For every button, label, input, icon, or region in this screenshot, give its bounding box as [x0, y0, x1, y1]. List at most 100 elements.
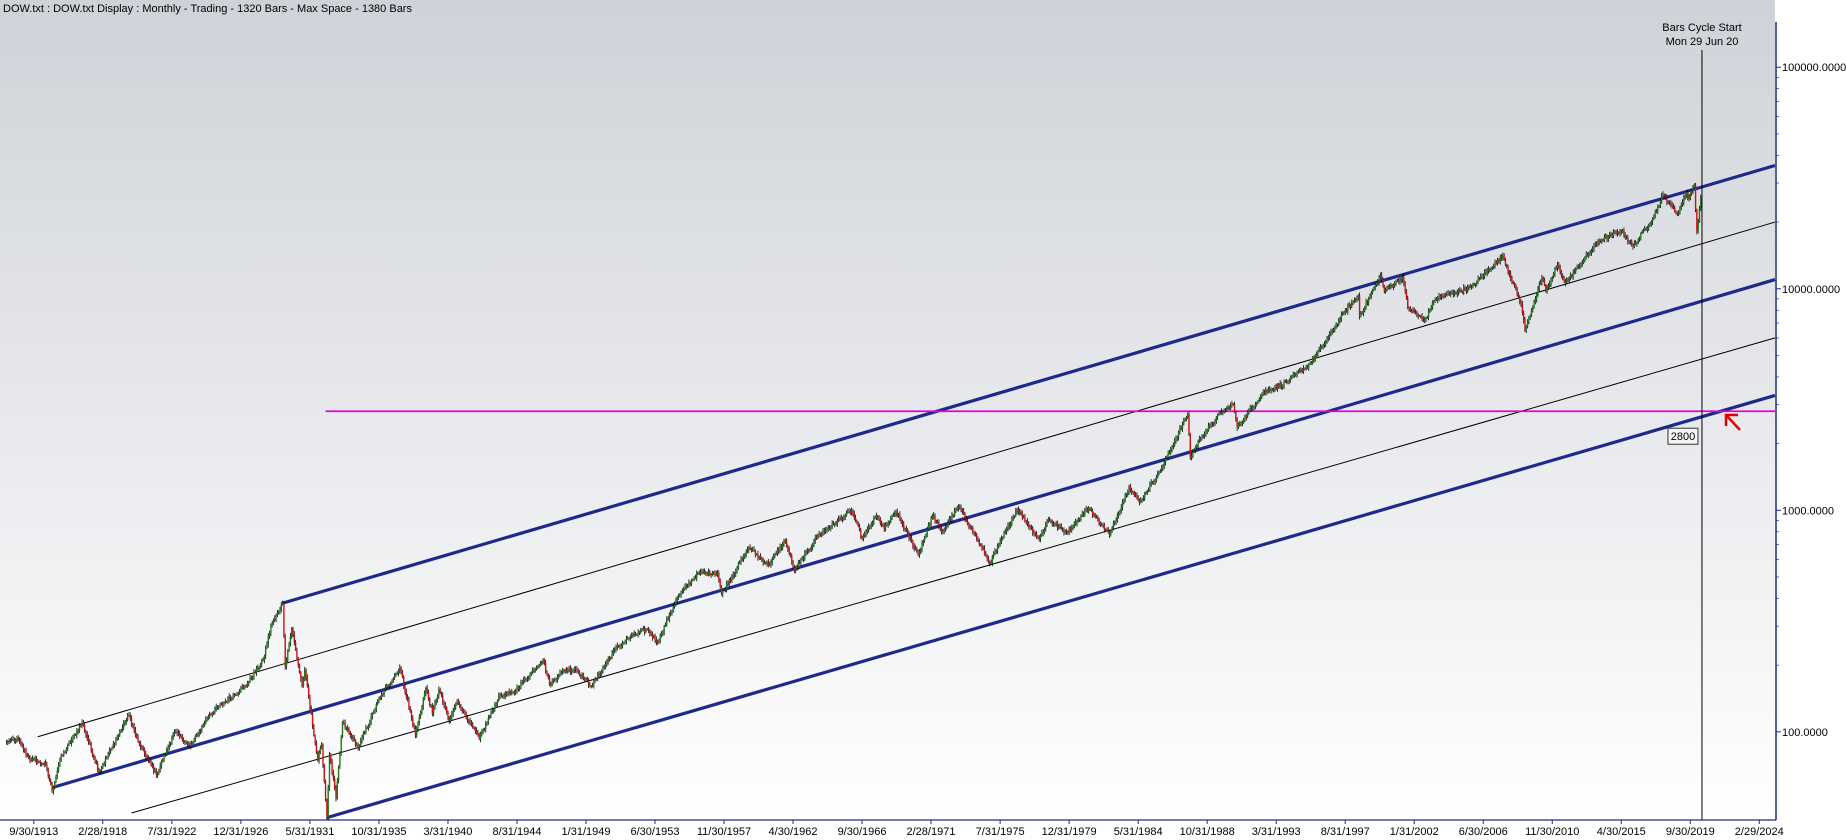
- price-bar-body: [663, 625, 665, 633]
- price-bar-body: [896, 511, 898, 516]
- price-bar-body: [1425, 317, 1427, 321]
- price-bar-body: [1055, 523, 1057, 525]
- price-bar-body: [1297, 371, 1300, 373]
- price-bar-body: [1499, 256, 1501, 262]
- price-bar-body: [1410, 310, 1413, 312]
- price-bar-body: [976, 534, 978, 539]
- price-bar-body: [331, 761, 333, 774]
- price-bar-body: [61, 755, 64, 757]
- price-bar-body: [1593, 245, 1595, 250]
- price-bar-body: [1229, 405, 1232, 410]
- price-bar-body: [989, 561, 991, 564]
- price-bar-body: [810, 547, 813, 549]
- price-bar-body: [404, 685, 406, 693]
- price-bar-body: [1370, 292, 1372, 296]
- price-bar-body: [141, 747, 143, 749]
- price-bar-body: [33, 758, 35, 760]
- price-bar-body: [794, 566, 797, 571]
- price-bar-body: [1559, 266, 1561, 272]
- price-bar-body: [1282, 385, 1284, 387]
- price-bar-body: [317, 752, 319, 761]
- price-bar-body: [1610, 233, 1612, 235]
- price-bar-body: [474, 727, 477, 731]
- price-bar-body: [826, 529, 828, 531]
- price-bar-body: [771, 558, 773, 563]
- price-bar-body: [57, 764, 60, 771]
- x-tick-label: 10/31/1935: [351, 826, 406, 838]
- price-bar-body: [1360, 313, 1362, 317]
- price-bar-body: [702, 571, 704, 574]
- price-bar-body: [666, 619, 668, 625]
- price-bar-body: [399, 667, 401, 671]
- price-bar-body: [1164, 458, 1167, 463]
- price-bar-body: [817, 535, 819, 539]
- price-bar-body: [529, 673, 531, 678]
- x-tick-label: 1/31/1949: [562, 826, 611, 838]
- price-bar-body: [263, 655, 266, 661]
- price-bar-body: [1078, 518, 1081, 520]
- price-bar-body: [1039, 535, 1042, 540]
- price-bar-body: [73, 734, 75, 737]
- price-bar-body: [578, 671, 581, 675]
- price-bar-body: [1485, 272, 1487, 274]
- price-bar-body: [832, 523, 835, 525]
- price-bar-body: [573, 669, 576, 671]
- price-bar-body: [1396, 280, 1399, 282]
- chart-title: DOW.txt : DOW.txt Display : Monthly - Tr…: [3, 3, 412, 15]
- price-bar-body: [1680, 204, 1682, 208]
- price-bar-body: [845, 512, 848, 516]
- price-bar-body: [853, 513, 855, 518]
- x-tick-label: 3/31/1940: [423, 826, 472, 838]
- price-bar-body: [761, 558, 763, 560]
- price-bar-body: [604, 663, 607, 666]
- price-bar-body: [481, 732, 483, 734]
- price-bar-body: [287, 650, 289, 661]
- price-bar-body: [1099, 522, 1102, 526]
- price-bar-body: [53, 782, 56, 788]
- price-bar-body: [1304, 368, 1306, 370]
- price-bar-body: [162, 760, 164, 762]
- price-bar-body: [992, 554, 995, 556]
- price-bar-body: [948, 518, 951, 523]
- price-bar-body: [1123, 500, 1125, 503]
- price-bar-body: [821, 534, 823, 536]
- price-bar-body: [733, 573, 736, 575]
- price-bar-body: [109, 749, 112, 751]
- price-bar-body: [125, 719, 128, 724]
- price-bar-body: [1275, 387, 1277, 389]
- price-bar-body: [1667, 202, 1669, 203]
- price-bar-body: [1252, 406, 1254, 408]
- price-bar-body: [207, 716, 210, 720]
- price-bar-body: [1184, 419, 1186, 421]
- price-bar-body: [861, 537, 863, 539]
- price-bar-body: [1474, 284, 1477, 286]
- price-bar-body: [1246, 412, 1249, 417]
- price-bar-body: [1059, 525, 1061, 527]
- price-bar-body: [1114, 521, 1116, 524]
- price-bar-body: [1637, 238, 1639, 243]
- channel-line-1: [37, 221, 1776, 738]
- price-bar-body: [893, 513, 896, 515]
- price-bar-body: [29, 758, 31, 760]
- price-bar-body: [521, 682, 523, 684]
- price-bar-body: [864, 534, 866, 537]
- price-bar-body: [319, 747, 322, 754]
- plot-area[interactable]: [0, 0, 1775, 820]
- price-bar-body: [439, 689, 441, 693]
- price-bar-body: [1576, 266, 1578, 269]
- price-bar-body: [703, 572, 706, 574]
- price-bar-body: [406, 696, 409, 700]
- price-bar-body: [94, 757, 96, 763]
- price-bar-body: [78, 726, 81, 731]
- price-bar-body: [298, 664, 301, 673]
- price-bar-body: [824, 530, 827, 532]
- price-bar-body: [600, 670, 603, 674]
- price-bar-body: [869, 525, 871, 527]
- price-bar-body: [288, 643, 290, 651]
- price-bar-body: [1085, 509, 1087, 512]
- price-bar-body: [870, 524, 872, 526]
- price-bar-body: [1339, 319, 1341, 321]
- price-bar-body: [1455, 293, 1457, 295]
- price-bar-body: [320, 744, 323, 748]
- price-bar-body: [1310, 362, 1313, 364]
